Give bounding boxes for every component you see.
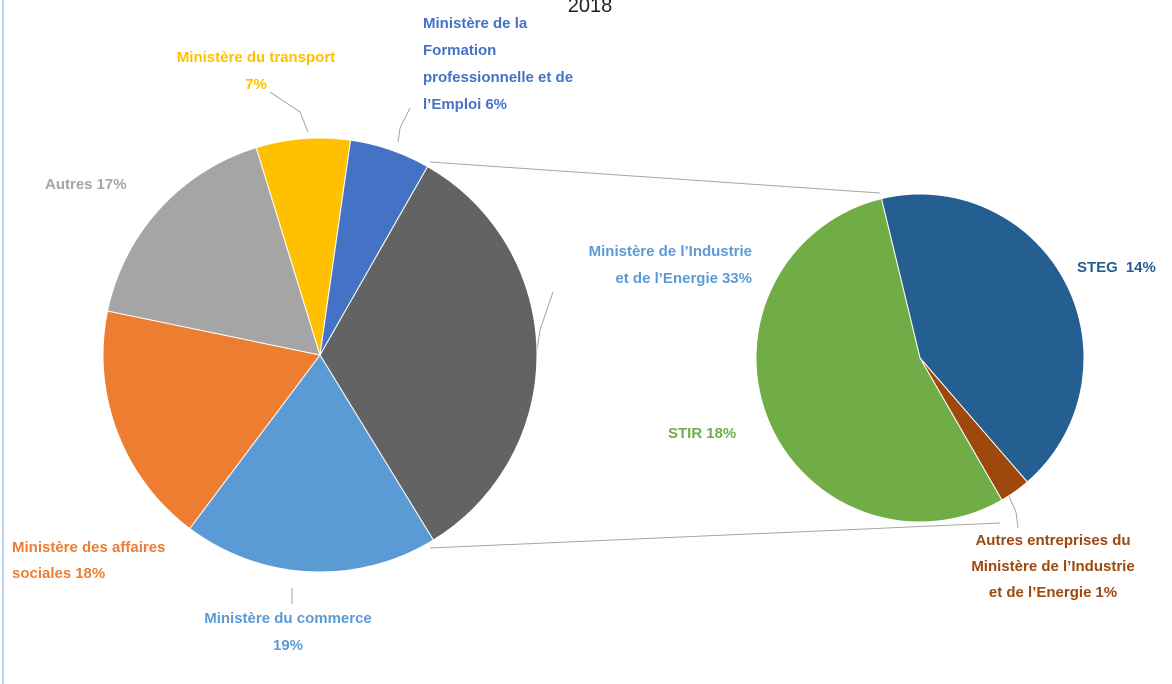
label-line: sociales	[12, 565, 71, 582]
leader-line	[536, 291, 554, 351]
pie-slice	[755, 197, 1003, 523]
value-label: 33%	[722, 270, 752, 287]
pie-slice	[189, 354, 435, 573]
label-line: Ministère du commerce	[204, 610, 372, 627]
pie-slice	[319, 165, 538, 541]
connector-line	[429, 161, 881, 194]
label-line: Ministère de l’Industrie	[971, 558, 1134, 575]
data-label: STEG 14%	[1077, 259, 1156, 276]
label-line: Ministère du transport	[177, 49, 335, 66]
pie-slice	[106, 146, 321, 356]
data-label: Ministère de la Formation professionnelle …	[423, 15, 573, 113]
label-line: Ministère des affaires	[12, 539, 165, 556]
data-label: Ministère des affaires sociales 18%	[12, 539, 165, 582]
value-label: 19%	[273, 637, 303, 654]
value-label: 6%	[485, 96, 507, 113]
pie-slice	[319, 139, 429, 356]
label-line: l’Emploi	[423, 96, 481, 113]
label-line: Ministère de la	[423, 15, 528, 32]
value-label: 7%	[245, 76, 267, 93]
pie-slice	[102, 310, 321, 530]
pie-slice	[880, 193, 1085, 483]
connector-line	[429, 522, 1001, 549]
value-label: 18%	[706, 425, 736, 442]
label-line: STIR	[668, 425, 702, 442]
label-line: STEG	[1077, 259, 1118, 276]
leader-line	[1006, 491, 1019, 529]
label-line: Autres	[45, 176, 93, 193]
label-line: et de l’Energie	[615, 270, 718, 287]
chart-title: 2018	[568, 0, 613, 17]
label-line: et de l’Energie	[989, 584, 1092, 601]
data-label: Autres 17%	[45, 176, 127, 193]
data-label: Ministère du commerce 19%	[204, 610, 372, 654]
value-label: 14%	[1126, 259, 1156, 276]
value-label: 18%	[75, 565, 105, 582]
leader-line	[397, 107, 411, 143]
label-line: Autres entreprises du	[975, 532, 1130, 549]
leader-line	[269, 91, 309, 133]
label-line: professionnelle et de	[423, 69, 573, 86]
value-label: 17%	[97, 176, 127, 193]
label-line: Ministère de l’Industrie	[589, 243, 752, 260]
data-label: STIR 18%	[668, 425, 736, 442]
data-label: Autres entreprises du Ministère de l’Indu…	[971, 532, 1134, 601]
value-label: 1%	[1095, 584, 1117, 601]
data-label: Ministère du transport 7%	[177, 49, 335, 93]
data-label: Ministère de l’Industrie et de l’Energie 3…	[589, 243, 752, 287]
label-line: Formation	[423, 42, 496, 59]
